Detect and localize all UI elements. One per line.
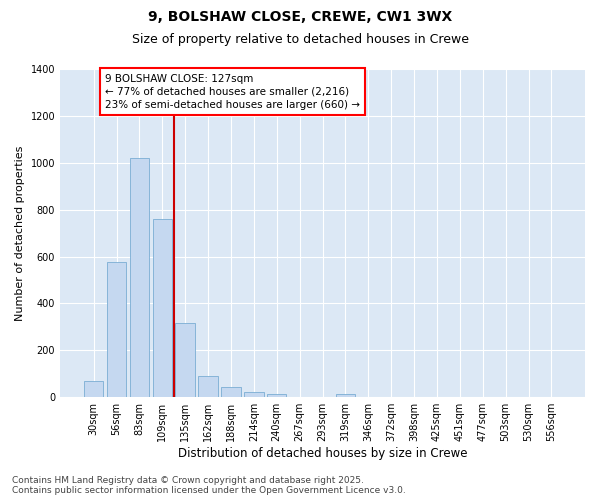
Bar — [84, 381, 103, 397]
Bar — [175, 324, 195, 397]
Bar — [244, 392, 263, 397]
Bar — [107, 262, 126, 397]
Bar — [199, 376, 218, 397]
Y-axis label: Number of detached properties: Number of detached properties — [15, 146, 25, 321]
Bar — [267, 394, 286, 397]
Text: Contains HM Land Registry data © Crown copyright and database right 2025.
Contai: Contains HM Land Registry data © Crown c… — [12, 476, 406, 495]
Bar — [221, 388, 241, 397]
Bar — [152, 219, 172, 397]
X-axis label: Distribution of detached houses by size in Crewe: Distribution of detached houses by size … — [178, 447, 467, 460]
Text: 9, BOLSHAW CLOSE, CREWE, CW1 3WX: 9, BOLSHAW CLOSE, CREWE, CW1 3WX — [148, 10, 452, 24]
Text: Size of property relative to detached houses in Crewe: Size of property relative to detached ho… — [131, 32, 469, 46]
Bar — [335, 394, 355, 397]
Text: 9 BOLSHAW CLOSE: 127sqm
← 77% of detached houses are smaller (2,216)
23% of semi: 9 BOLSHAW CLOSE: 127sqm ← 77% of detache… — [105, 74, 360, 110]
Bar — [130, 158, 149, 397]
